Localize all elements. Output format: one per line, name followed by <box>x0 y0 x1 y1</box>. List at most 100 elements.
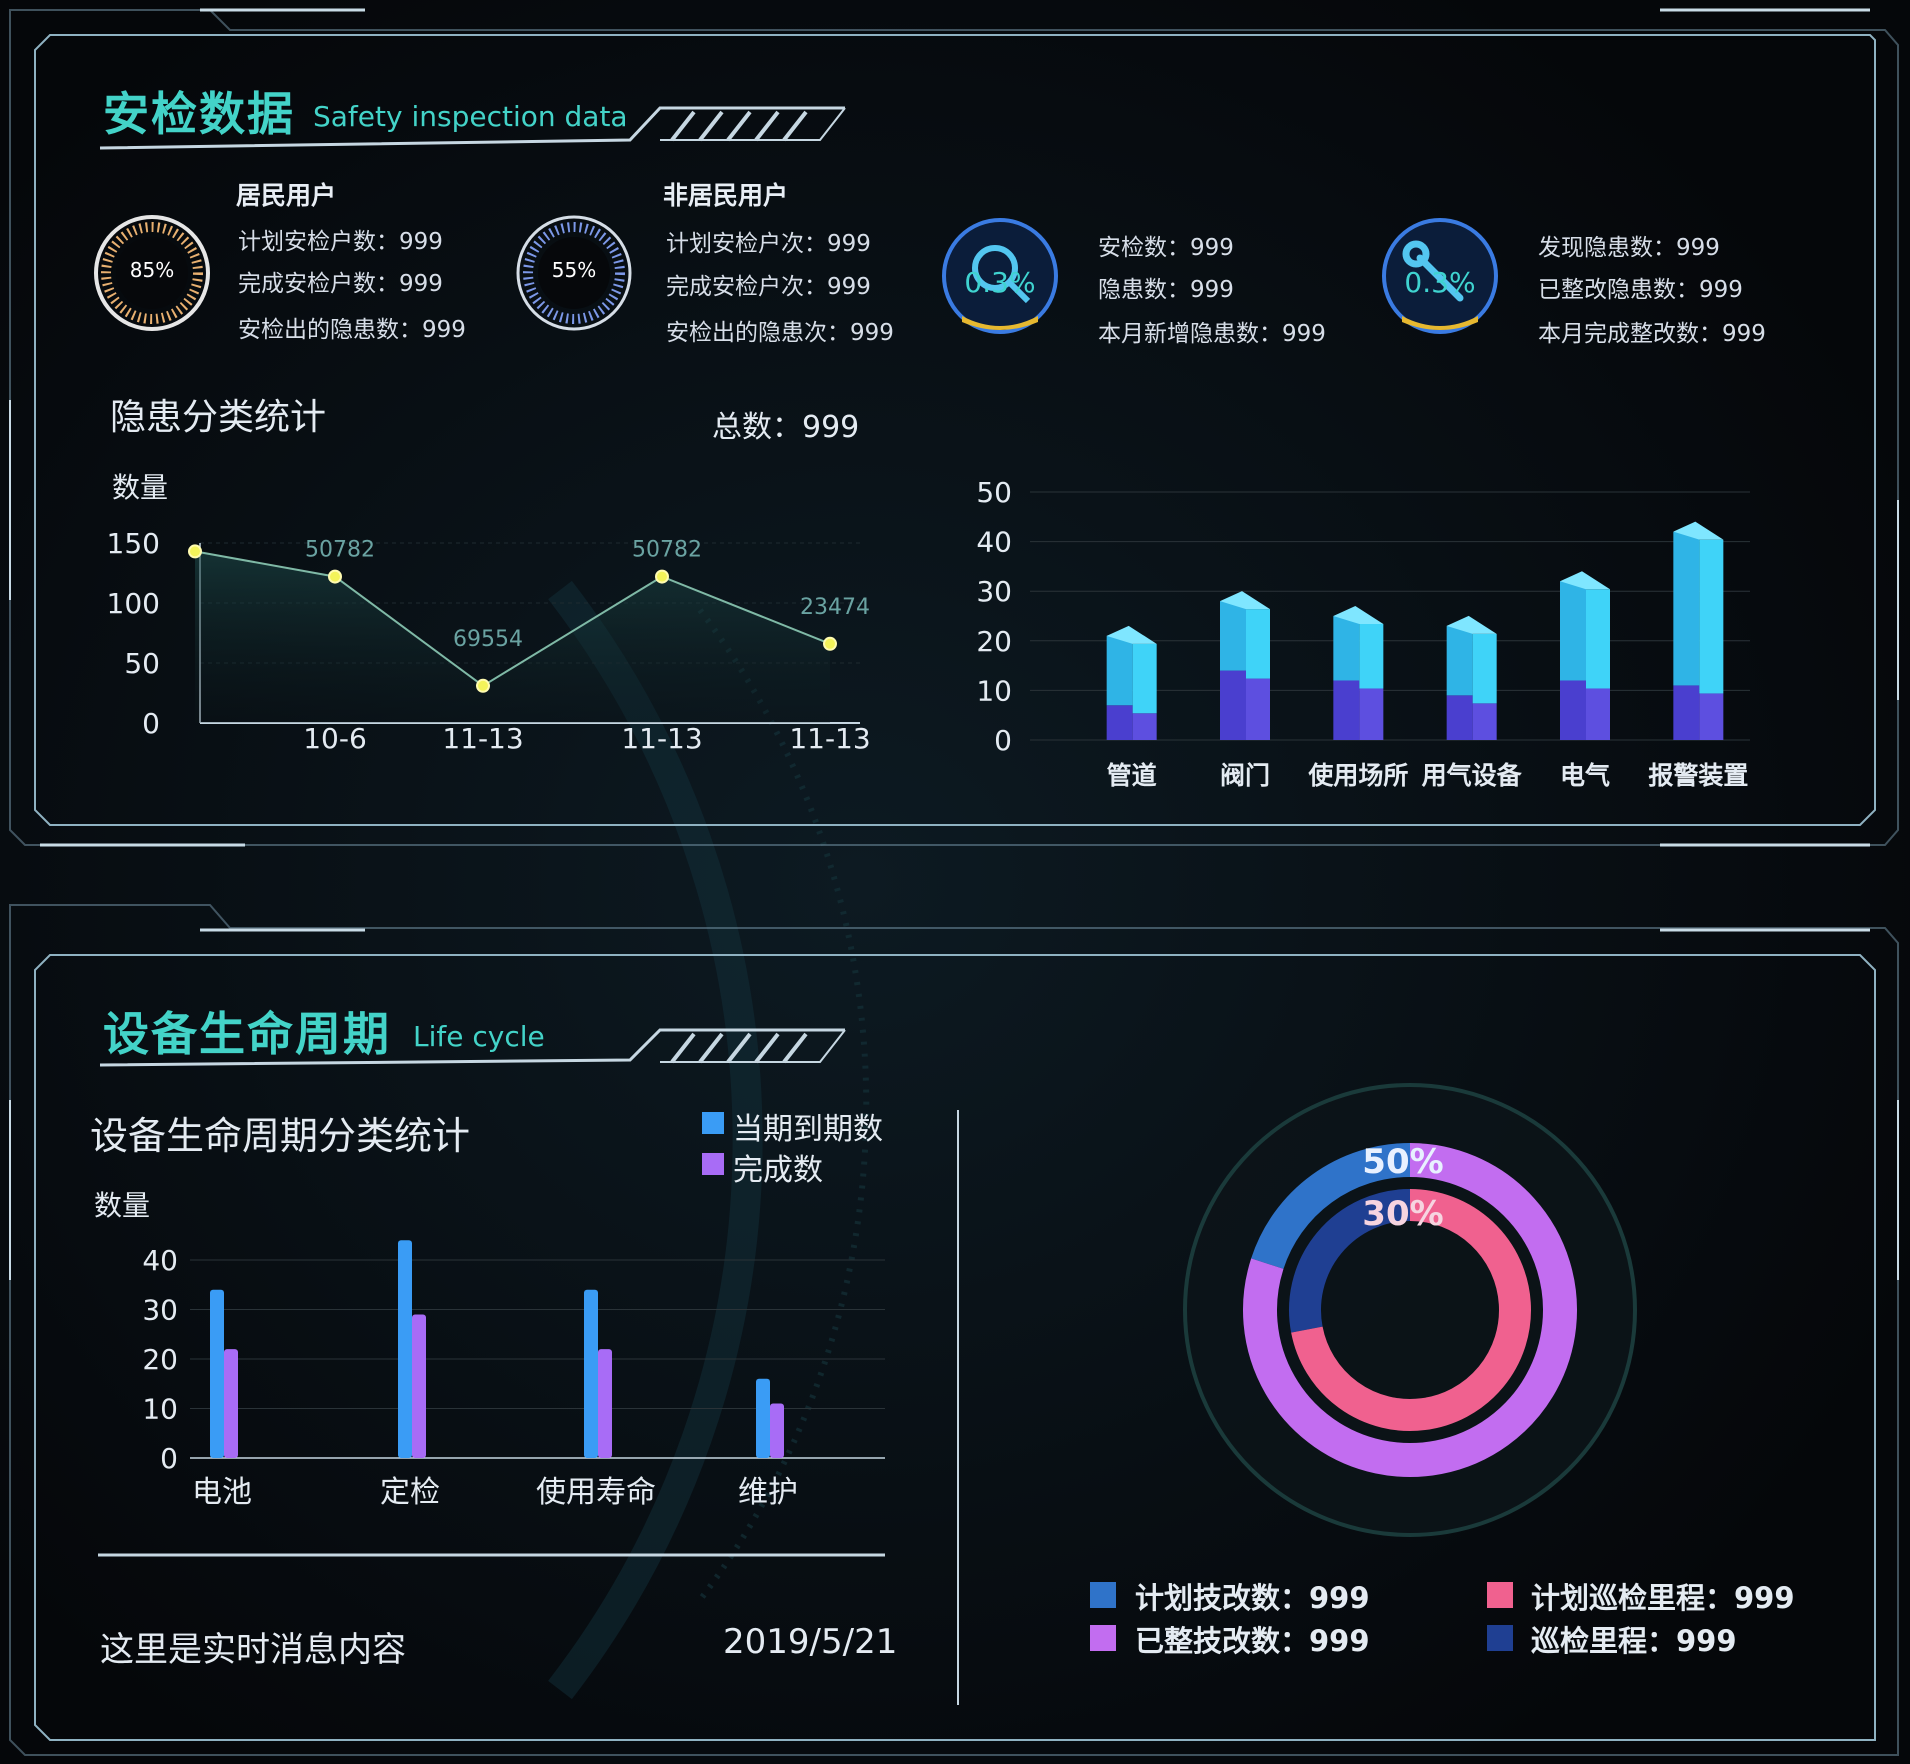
safety-title: 安检数据 <box>103 87 295 141</box>
bar3d-top-right <box>1359 624 1384 689</box>
residential-stat-3: 安检出的隐患数：999 <box>238 317 466 343</box>
gb-x-tick: 使用寿命 <box>536 1475 656 1510</box>
hazard-bar-chart: 0 10 20 30 40 50 管道 阀门 使用场所 用气设备 电气 报警装置 <box>976 476 1750 790</box>
bar3d-bottom-right <box>1132 713 1157 740</box>
donut-slice <box>1251 1143 1411 1270</box>
lifecycle-title: 设备生命周期 <box>103 1007 391 1061</box>
bar3d-bottom-left <box>1106 705 1133 740</box>
gb-bar-due <box>398 1240 412 1458</box>
line-y-tick: 50 <box>124 647 160 680</box>
bar3d-bottom-right <box>1246 678 1270 740</box>
residential-gauge-ticks <box>101 222 203 324</box>
bar3d-top-right <box>1472 633 1497 704</box>
bar3d-y-tick: 0 <box>994 724 1012 757</box>
line-x-tick: 11-13 <box>789 722 870 755</box>
lifecycle-title-en: Life cycle <box>413 1020 545 1053</box>
bar3d-top-left <box>1333 616 1360 681</box>
bar3d-top-left <box>1446 625 1473 696</box>
bar3d-bar <box>1220 591 1270 740</box>
bar3d-bottom-left <box>1333 680 1360 740</box>
legend-swatch-done <box>702 1153 724 1175</box>
bar3d-bottom-right <box>1586 688 1610 740</box>
line-y-tick: 0 <box>142 707 160 740</box>
donut-outer-label: 50% <box>1362 1142 1443 1182</box>
line-point <box>188 544 202 559</box>
bar3d-cap <box>1220 591 1270 610</box>
nonresidential-heading: 非居民用户 <box>663 181 789 210</box>
residential-heading: 居民用户 <box>236 181 337 210</box>
gb-y-tick: 20 <box>142 1343 178 1376</box>
line-x-tick: 11-13 <box>442 722 523 755</box>
inspect-stat-1: 安检数：999 <box>1098 235 1234 261</box>
donut-legend-swatch-3 <box>1487 1582 1513 1608</box>
residential-gauge-label: 85% <box>129 258 175 282</box>
bar3d-bottom-left <box>1673 685 1700 740</box>
inspect-stat-3: 本月新增隐患数：999 <box>1098 321 1326 347</box>
donut-legend-label-2: 已整技改数：999 <box>1135 1624 1370 1658</box>
bar3d-bar <box>1106 625 1157 740</box>
nonresidential-stat-3: 安检出的隐患次：999 <box>666 320 894 346</box>
bar3d-top-right <box>1699 539 1724 694</box>
donut-inner-label: 30% <box>1362 1194 1443 1234</box>
gb-y-tick: 0 <box>160 1442 178 1475</box>
bar3d-y-tick: 50 <box>976 476 1012 509</box>
bar3d-cap <box>1333 606 1384 624</box>
bar3d-x-tick: 管道 <box>1107 761 1157 790</box>
safety-title-en: Safety inspection data <box>313 100 628 133</box>
bar3d-top-left <box>1673 531 1700 686</box>
bar3d-x-tick: 阀门 <box>1220 761 1270 790</box>
gb-y-tick: 40 <box>142 1244 178 1277</box>
rectify-badge <box>1382 218 1498 334</box>
gb-y-tick: 10 <box>142 1393 178 1426</box>
lifecycle-y-axis-label: 数量 <box>94 1189 150 1222</box>
residential-stat-1: 计划安检户数：999 <box>238 229 443 255</box>
gb-bar-due <box>584 1289 598 1458</box>
inspect-badge <box>942 218 1058 334</box>
line-point <box>655 569 669 584</box>
inspect-stat-2: 隐患数：999 <box>1098 277 1234 303</box>
nonresidential-stat-2: 完成安检户次：999 <box>666 274 871 300</box>
donut-slice <box>1291 1189 1531 1431</box>
donut-legend-swatch-1 <box>1090 1582 1116 1608</box>
rectify-stat-3: 本月完成整改数：999 <box>1538 321 1766 347</box>
bar3d-y-tick: 10 <box>976 674 1012 707</box>
rectify-stat-2: 已整改隐患数：999 <box>1538 277 1743 303</box>
bar3d-top-right <box>1132 643 1157 714</box>
bar3d-bar <box>1673 521 1724 740</box>
line-data-label: 23474 <box>800 595 870 620</box>
inspect-badge-label: 0.3% <box>964 266 1036 299</box>
donut-slice <box>1289 1189 1411 1333</box>
line-y-axis-label: 数量 <box>112 471 168 504</box>
residential-stat-2: 完成安检户数：999 <box>238 271 443 297</box>
bar3d-top-left <box>1220 601 1246 671</box>
rectify-stat-1: 发现隐患数：999 <box>1538 235 1720 261</box>
nonresidential-gauge <box>516 215 632 331</box>
residential-gauge <box>94 215 210 331</box>
bar3d-y-tick: 40 <box>976 526 1012 559</box>
gb-x-tick: 定检 <box>380 1475 440 1510</box>
bar3d-bottom-left <box>1446 695 1473 740</box>
gb-x-tick: 电池 <box>192 1475 252 1510</box>
bar3d-bar <box>1446 615 1497 740</box>
gb-bar-due <box>210 1289 224 1458</box>
gb-y-tick: 30 <box>142 1294 178 1327</box>
bar3d-top-right <box>1586 589 1610 689</box>
bar3d-top-right <box>1246 609 1270 679</box>
line-area <box>195 551 830 723</box>
lifecycle-bar-chart: 0 10 20 30 40 电池 定检 使用寿命 维护 数量 <box>94 1189 885 1510</box>
bar3d-top-left <box>1106 635 1133 706</box>
bar3d-x-tick: 电气 <box>1560 761 1610 790</box>
hazard-total: 总数：999 <box>712 410 860 445</box>
wrench-icon <box>1402 240 1464 302</box>
bar3d-x-tick: 用气设备 <box>1422 761 1523 790</box>
donut-slice <box>1243 1143 1577 1477</box>
gb-x-tick: 维护 <box>738 1475 798 1510</box>
line-point <box>328 569 342 584</box>
realtime-message: 这里是实时消息内容 <box>100 1630 406 1670</box>
magnifier-icon <box>972 245 1031 304</box>
bar3d-bottom-right <box>1699 693 1724 740</box>
gb-bar-due <box>756 1378 770 1458</box>
bar3d-x-tick: 报警装置 <box>1648 761 1748 790</box>
bar3d-y-tick: 20 <box>976 625 1012 658</box>
bar3d-x-tick: 使用场所 <box>1307 761 1408 790</box>
